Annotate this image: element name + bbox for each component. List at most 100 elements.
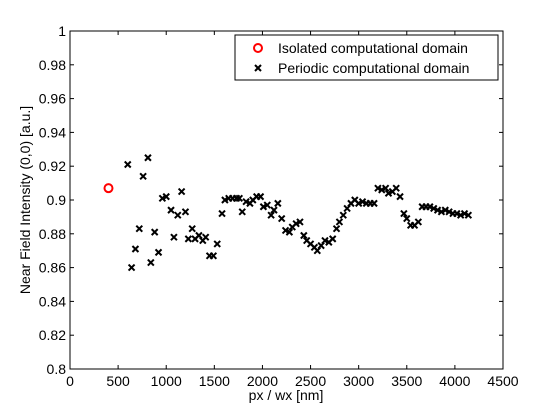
periodic-point xyxy=(154,248,163,257)
y-tick-label: 0.94 xyxy=(39,124,66,140)
periodic-point xyxy=(296,218,304,226)
periodic-point xyxy=(174,211,182,219)
periodic-point xyxy=(392,184,400,192)
periodic-point xyxy=(335,218,344,226)
periodic-point xyxy=(339,211,347,219)
periodic-point xyxy=(430,204,438,213)
x-tick-label: 3000 xyxy=(343,373,374,389)
legend-label-periodic: Periodic computational domain xyxy=(278,60,469,76)
x-axis-label: px / wx [nm] xyxy=(249,387,324,403)
y-tick-label: 0.86 xyxy=(39,260,66,276)
x-tick-label: 2500 xyxy=(295,373,326,389)
periodic-point xyxy=(135,225,143,233)
x-tick-label: 1000 xyxy=(151,373,182,389)
periodic-point xyxy=(370,199,378,208)
legend: Isolated computational domain Periodic c… xyxy=(234,34,499,81)
periodic-point xyxy=(441,206,449,214)
periodic-point xyxy=(209,252,218,260)
y-tick-label: 0.98 xyxy=(39,57,66,73)
periodic-point xyxy=(384,189,393,197)
periodic-point xyxy=(221,196,229,204)
periodic-point xyxy=(277,214,286,223)
periodic-point xyxy=(460,209,469,218)
y-axis: 0.8 0.82 0.84 0.86 0.88 0.9 0.92 0.94 0.96 0.98 1 xyxy=(39,23,503,377)
legend-label-isolated: Isolated computational domain xyxy=(278,40,468,56)
periodic-point xyxy=(218,209,226,218)
periodic-point xyxy=(213,240,221,248)
y-tick-label: 0.82 xyxy=(39,327,66,343)
periodic-point xyxy=(426,203,434,211)
periodic-point xyxy=(437,208,446,216)
periodic-point xyxy=(201,233,210,241)
periodic-point xyxy=(433,206,442,214)
periodic-point xyxy=(170,233,178,241)
periodic-point xyxy=(263,201,271,209)
periodic-point xyxy=(167,206,175,214)
periodic-point xyxy=(184,235,193,243)
periodic-point xyxy=(150,228,159,236)
periodic-point xyxy=(403,214,411,223)
periodic-point xyxy=(270,206,278,214)
periodic-point xyxy=(181,208,190,216)
y-axis-label: Near Field Intensity (0,0) [a.u.] xyxy=(17,106,33,294)
x-tick-label: 0 xyxy=(66,373,74,389)
periodic-point xyxy=(285,228,294,236)
periodic-point xyxy=(127,263,136,272)
y-tick-label: 0.88 xyxy=(39,226,66,242)
periodic-point xyxy=(274,199,282,208)
isolated-point xyxy=(103,183,114,194)
periodic-point xyxy=(358,197,367,206)
periodic-point xyxy=(332,225,341,233)
periodic-point xyxy=(139,172,147,181)
legend-marker-isolated xyxy=(253,43,263,53)
periodic-point xyxy=(396,192,404,201)
periodic-point xyxy=(267,211,275,219)
periodic-point xyxy=(445,208,453,216)
x-tick-label: 2000 xyxy=(247,373,278,389)
y-tick-label: 0.92 xyxy=(39,158,66,174)
data-marks xyxy=(103,154,473,272)
periodic-point xyxy=(453,209,461,218)
x-tick-label: 500 xyxy=(106,373,130,389)
periodic-point xyxy=(256,192,265,201)
x-tick-label: 3500 xyxy=(391,373,422,389)
periodic-point xyxy=(162,192,170,201)
y-tick-label: 0.9 xyxy=(47,192,67,208)
x-tick-label: 4000 xyxy=(439,373,470,389)
periodic-point xyxy=(131,245,140,253)
periodic-point xyxy=(124,160,132,169)
legend-box xyxy=(234,34,499,81)
periodic-point xyxy=(242,197,250,206)
periodic-point xyxy=(378,186,386,194)
periodic-point xyxy=(374,184,382,192)
periodic-point xyxy=(321,236,329,245)
periodic-point xyxy=(300,231,308,240)
periodic-point xyxy=(238,208,246,216)
periodic-point xyxy=(381,184,390,192)
periodic-point xyxy=(147,258,155,267)
periodic-point xyxy=(235,194,244,203)
plot-area xyxy=(69,30,504,370)
periodic-point xyxy=(144,154,152,162)
periodic-point xyxy=(292,219,300,228)
periodic-point xyxy=(188,225,196,233)
periodic-point xyxy=(281,226,290,235)
legend-marker-periodic xyxy=(254,64,262,72)
y-tick-label: 0.8 xyxy=(47,361,67,377)
periodic-point xyxy=(414,218,423,226)
y-tick-label: 0.96 xyxy=(39,91,66,107)
x-tick-label: 1500 xyxy=(199,373,230,389)
x-tick-label: 4500 xyxy=(487,373,518,389)
periodic-point xyxy=(464,211,473,219)
periodic-point xyxy=(328,235,337,243)
y-tick-label: 1 xyxy=(58,23,66,39)
y-tick-label: 0.84 xyxy=(39,293,66,309)
periodic-point xyxy=(456,211,465,219)
x-axis: 0 500 1000 1500 2000 2500 3000 3500 4000 4500 xyxy=(66,31,519,389)
periodic-point xyxy=(400,209,408,218)
periodic-point xyxy=(158,194,167,203)
periodic-point xyxy=(177,187,186,196)
periodic-point xyxy=(354,199,363,208)
periodic-point xyxy=(259,203,268,211)
